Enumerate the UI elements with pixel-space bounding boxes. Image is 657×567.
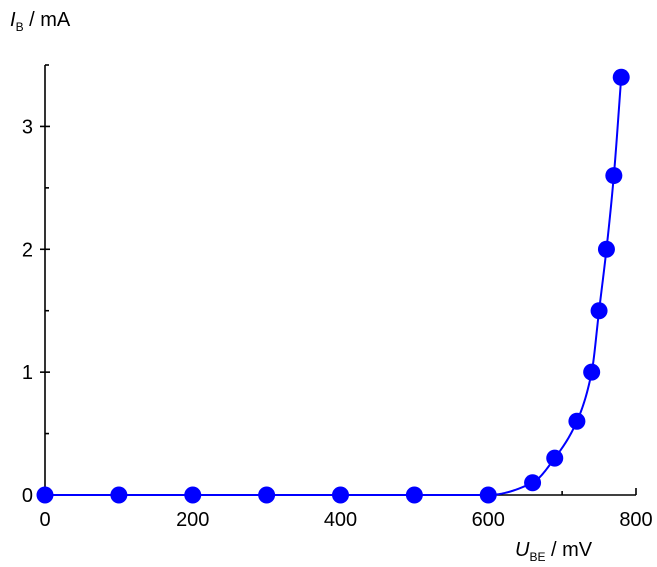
data-point bbox=[524, 474, 542, 492]
x-tick-label: 200 bbox=[176, 509, 209, 531]
y-axis-subscript: B bbox=[16, 20, 24, 34]
x-tick-label: 0 bbox=[39, 509, 50, 531]
data-point bbox=[258, 486, 276, 504]
data-point bbox=[110, 486, 128, 504]
y-tick-label: 0 bbox=[22, 485, 33, 507]
x-axis-symbol: U bbox=[515, 539, 530, 561]
data-point bbox=[184, 486, 202, 504]
data-point bbox=[36, 486, 54, 504]
svg-text:IB / mA: IB / mA bbox=[10, 9, 71, 34]
y-tick-label: 2 bbox=[22, 239, 33, 261]
y-axis-symbol: I bbox=[10, 9, 16, 31]
data-point bbox=[590, 302, 608, 320]
fit-curve bbox=[45, 77, 623, 496]
y-tick-label: 1 bbox=[22, 362, 33, 384]
x-axis-title: UBE / mV bbox=[515, 539, 593, 564]
data-point bbox=[568, 412, 586, 430]
data-point bbox=[546, 449, 564, 467]
data-point bbox=[597, 240, 615, 258]
data-point bbox=[605, 167, 623, 185]
x-axis-unit: / mV bbox=[545, 539, 592, 561]
series-line bbox=[45, 77, 623, 496]
svg-text:UBE / mV: UBE / mV bbox=[515, 539, 593, 564]
y-tick-label: 3 bbox=[22, 116, 33, 138]
data-points bbox=[36, 68, 630, 504]
y-axis-unit: / mA bbox=[24, 9, 71, 31]
x-tick-label: 800 bbox=[619, 509, 652, 531]
data-point bbox=[583, 363, 601, 381]
x-axis-subscript: BE bbox=[529, 550, 545, 564]
data-point bbox=[612, 68, 630, 86]
axes bbox=[44, 65, 636, 496]
data-point bbox=[405, 486, 423, 504]
x-tick-label: 400 bbox=[324, 509, 357, 531]
data-point bbox=[479, 486, 497, 504]
data-point bbox=[332, 486, 349, 504]
x-tick-label: 600 bbox=[472, 509, 505, 531]
y-axis-title: IB / mA bbox=[10, 9, 71, 34]
